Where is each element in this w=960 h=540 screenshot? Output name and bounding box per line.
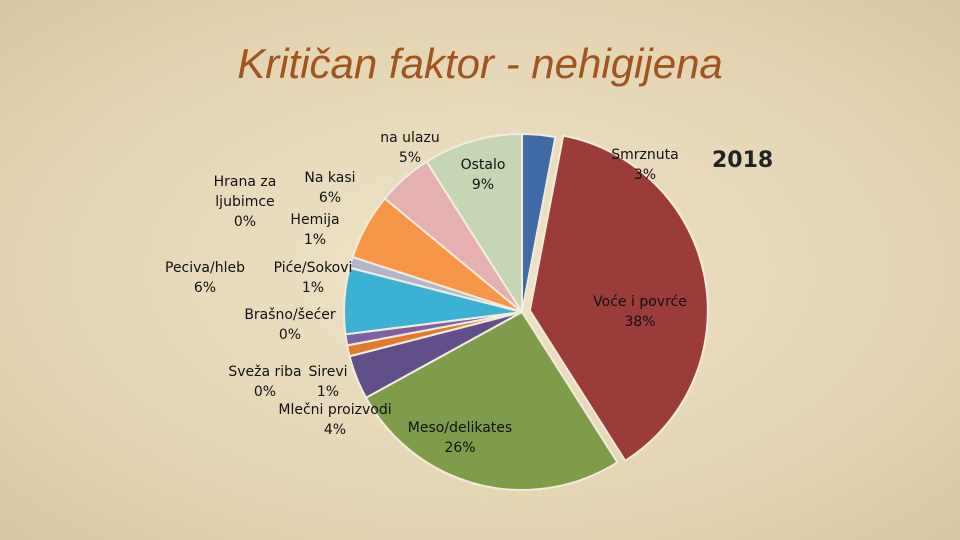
pie-slice [425,132,523,316]
slice-label: Hemija 1% [255,210,375,250]
pie-slice [528,134,709,463]
category-label: Meso/delikates [407,420,513,436]
value-label: 6% [318,190,342,206]
value-label: 1% [303,232,327,248]
slice-label: Sveža riba 0% [205,362,325,402]
value-label: 0% [233,214,257,230]
value-label: 5% [398,150,422,166]
slice-label: Mlečni proizvodi 4% [275,400,395,440]
category-label: Brašno/šećer [244,307,336,323]
value-label: 6% [193,280,217,296]
value-label: 0% [253,384,277,400]
category-label: Mlečni proizvodi [278,402,392,418]
value-label: 4% [323,422,347,438]
slice-label: Hrana za ljubimce 0% [185,172,305,232]
chart-title: Kritičan faktor - nehigijena [237,40,723,87]
value-label: 26% [444,440,476,456]
slice-label: Ostalo 9% [423,155,543,195]
slice-label: na ulazu 5% [350,128,470,168]
category-label: Piće/Sokovi [273,260,353,276]
value-label: 38% [624,314,656,330]
slice-label: Sirevi 1% [268,362,388,402]
value-label: 9% [471,177,495,193]
category-label: Ostalo [460,157,506,173]
slice-label: Meso/delikates 26% [400,418,520,458]
value-label: 0% [278,327,302,343]
category-label: Hemija [290,212,340,228]
category-label: Sirevi [308,364,348,380]
category-label: Smrznuta [611,147,679,163]
slice-label: Na kasi 6% [270,168,390,208]
category-label: Voće i povrće [593,294,687,310]
category-label: Hrana za ljubimce [213,174,277,210]
slice-label: Piće/Sokovi 1% [253,258,373,298]
slice-label: Peciva/hleb 6% [145,258,265,298]
slice-label: Smrznuta 3% [585,145,705,185]
slice-label: Brašno/šećer 0% [230,305,350,345]
chart-subtitle: 2018 [712,148,774,173]
category-label: Sveža riba [228,364,302,380]
category-label: Na kasi [304,170,356,186]
value-label: 1% [316,384,340,400]
slice-label: Voće i povrće 38% [580,292,700,332]
value-label: 3% [633,167,657,183]
pie-slice [364,310,619,491]
value-label: 1% [301,280,325,296]
category-label: Peciva/hleb [165,260,245,276]
category-label: na ulazu [380,130,440,146]
